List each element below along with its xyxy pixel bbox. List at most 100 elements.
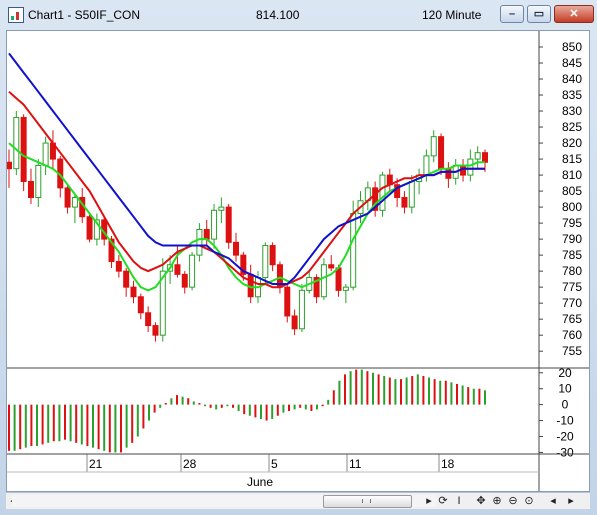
minimize-button[interactable]: – (500, 5, 524, 23)
candle-body (240, 254, 247, 275)
candle-body (328, 264, 335, 269)
date-tick-label: 5 (271, 457, 278, 471)
candle-body (13, 116, 20, 170)
candle-body (298, 289, 305, 330)
price-tick-label: 755 (562, 344, 582, 358)
pan-icon[interactable]: ✥ (476, 495, 486, 507)
candle-body (71, 197, 78, 208)
price-tick-label: 805 (562, 184, 582, 198)
candle-body (423, 155, 430, 176)
candle-body (372, 187, 379, 211)
ma-line-2 (8, 91, 485, 289)
thumb-grip (362, 499, 371, 503)
date-tick-label: 28 (183, 457, 197, 471)
price-tick-label: 790 (562, 232, 582, 246)
month-label: June (247, 475, 273, 489)
candle-body (269, 245, 276, 266)
interval-label: 120 Minute (422, 8, 482, 22)
candle-body (445, 168, 452, 179)
price-tick-label: 800 (562, 200, 582, 214)
price-tick-label: 810 (562, 168, 582, 182)
candle-body (152, 325, 159, 336)
candle-body (474, 152, 481, 160)
candle-body (350, 213, 357, 288)
candle-body (342, 286, 349, 291)
oscillator-axis: 20 10 0 -10-20 -30 (539, 366, 574, 459)
oscillator-histogram (8, 369, 486, 453)
date-axis: 21 28 5 11 18 June (86, 454, 455, 489)
candle-body (218, 206, 225, 211)
price-tick-label: 765 (562, 312, 582, 326)
scroll-back-icon[interactable]: ◂ (550, 495, 556, 507)
close-button[interactable]: ✕ (554, 5, 594, 23)
osc-tick-label: 10 (558, 382, 572, 396)
price-tick-label: 775 (562, 280, 582, 294)
price-tick-label: 835 (562, 88, 582, 102)
horizontal-scrollbar[interactable]: ◂ ▸ ⟳ I ✥ ⊕ ⊖ ⊙ ◂ ▸ (6, 492, 590, 509)
osc-tick-label: 20 (558, 366, 572, 380)
price-tick-label: 760 (562, 328, 582, 342)
ma-line-3 (8, 52, 485, 285)
candle-body (401, 197, 408, 208)
price-tick-label: 850 (562, 40, 582, 54)
candle-body (115, 261, 122, 272)
candle-body (430, 136, 437, 157)
price-tick-label: 795 (562, 216, 582, 230)
chart-app-icon[interactable] (8, 7, 24, 23)
candle-body (284, 286, 291, 317)
osc-tick-label: 0 (562, 398, 569, 412)
candle-body (137, 296, 144, 314)
candle-body (42, 142, 49, 166)
price-tick-label: 840 (562, 72, 582, 86)
zoom-reset-icon[interactable]: ⊙ (524, 495, 534, 507)
candle-body (108, 238, 115, 263)
maximize-button[interactable]: ▭ (527, 5, 551, 23)
candle-body (203, 229, 210, 240)
date-tick-label: 21 (89, 457, 103, 471)
refresh-icon[interactable]: ⟳ (438, 495, 448, 507)
maximize-icon: ▭ (533, 8, 545, 20)
scroll-forward-icon[interactable]: ▸ (568, 495, 574, 507)
chart-canvas[interactable]: 850 845 840 835 830 825 820 815 810 805 800 795 790 7… (6, 31, 589, 491)
candle-body (145, 312, 152, 327)
candle-body (379, 174, 386, 211)
candle-body (189, 254, 196, 288)
candle-body (291, 315, 298, 330)
moving-average-lines (8, 52, 485, 292)
title-bar[interactable]: Chart1 - S50IF_CON 814.100 120 Minute – … (0, 0, 597, 30)
date-tick-label: 11 (349, 457, 362, 471)
candle-body (196, 229, 203, 256)
candle-body (159, 270, 166, 336)
candlestick-series (6, 111, 488, 342)
candle-body (335, 267, 342, 291)
candle-body (93, 219, 100, 240)
candle-body (211, 209, 218, 240)
candle-body (130, 286, 137, 298)
price-tick-label: 815 (562, 152, 582, 166)
candle-body (408, 180, 415, 208)
candle-body (123, 270, 130, 288)
cursor-icon[interactable]: I (457, 495, 461, 507)
candle-body (174, 264, 181, 275)
scroll-thumb[interactable] (323, 495, 412, 508)
price-tick-label: 785 (562, 248, 582, 262)
scroll-right-arrow[interactable]: ▸ (426, 495, 432, 507)
candle-body (225, 206, 232, 243)
zoom-in-icon[interactable]: ⊕ (492, 495, 502, 507)
price-tick-label: 820 (562, 136, 582, 150)
osc-tick-label: -20 (556, 429, 574, 443)
chart-area[interactable]: 850 845 840 835 830 825 820 815 810 805 800 795 790 7… (6, 30, 590, 492)
price-tick-label: 830 (562, 104, 582, 118)
candle-body (482, 152, 488, 163)
date-tick-label: 18 (441, 457, 455, 471)
price-tick-label: 780 (562, 264, 582, 278)
candle-body (6, 161, 12, 170)
zoom-out-icon[interactable]: ⊖ (508, 495, 518, 507)
candle-body (27, 180, 34, 199)
window-title: Chart1 - S50IF_CON (28, 8, 141, 22)
candle-body (313, 277, 320, 298)
last-price: 814.100 (256, 8, 300, 22)
candle-body (320, 264, 327, 298)
minimize-icon: – (508, 8, 516, 20)
